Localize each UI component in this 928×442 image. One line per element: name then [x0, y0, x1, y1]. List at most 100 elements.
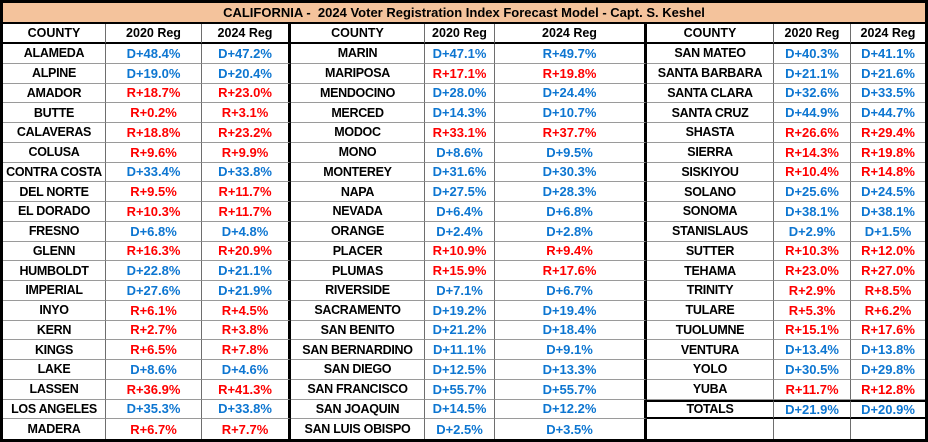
- reg-2024-cell: D+29.8%: [851, 360, 925, 380]
- county-cell: YOLO: [647, 360, 774, 380]
- reg-2020-cell: D+11.1%: [425, 340, 495, 360]
- county-cell: SIERRA: [647, 142, 774, 163]
- reg-2024-cell: R+20.9%: [202, 241, 291, 262]
- reg-2020-cell: R+10.3%: [106, 202, 202, 222]
- reg-2020-cell: D+21.1%: [774, 63, 851, 84]
- county-cell: MADERA: [3, 419, 106, 439]
- reg-2024-cell: D+30.3%: [495, 162, 647, 183]
- county-cell: LOS ANGELES: [3, 399, 106, 420]
- reg-2020-cell: [774, 419, 851, 439]
- county-cell: SANTA BARBARA: [647, 63, 774, 84]
- column-header: COUNTY: [647, 24, 774, 44]
- reg-2024-cell: D+20.9%: [851, 399, 925, 420]
- county-cell: STANISLAUS: [647, 221, 774, 242]
- county-cell: TUOLUMNE: [647, 320, 774, 341]
- reg-2020-cell: D+33.4%: [106, 162, 202, 183]
- county-cell: DEL NORTE: [3, 182, 106, 202]
- reg-2024-cell: R+14.8%: [851, 162, 925, 183]
- reg-2020-cell: R+36.9%: [106, 379, 202, 400]
- county-cell: SAN BENITO: [291, 320, 425, 341]
- reg-2020-cell: D+14.3%: [425, 103, 495, 123]
- reg-2024-cell: D+47.2%: [202, 44, 291, 64]
- county-cell: FRESNO: [3, 221, 106, 242]
- reg-2024-cell: D+2.8%: [495, 221, 647, 242]
- reg-2020-cell: R+6.7%: [106, 419, 202, 439]
- county-cell: KERN: [3, 320, 106, 341]
- reg-2024-cell: R+8.5%: [851, 281, 925, 301]
- column-header: 2024 Reg: [495, 24, 647, 44]
- county-cell: KINGS: [3, 340, 106, 360]
- reg-2020-cell: D+2.4%: [425, 221, 495, 242]
- reg-2020-cell: D+35.3%: [106, 399, 202, 420]
- reg-2024-cell: D+12.2%: [495, 399, 647, 420]
- table-grid: COUNTY 2020 Reg 2024 Reg COUNTY 2020 Reg 2024…: [3, 24, 925, 439]
- reg-2024-cell: D+55.7%: [495, 379, 647, 400]
- reg-2020-cell: D+19.2%: [425, 300, 495, 321]
- column-header: 2024 Reg: [851, 24, 925, 44]
- reg-2024-cell: D+24.5%: [851, 182, 925, 202]
- county-cell: MONTEREY: [291, 162, 425, 183]
- reg-2024-cell: D+13.3%: [495, 360, 647, 380]
- county-cell: SHASTA: [647, 123, 774, 143]
- reg-2020-cell: D+31.6%: [425, 162, 495, 183]
- reg-2020-cell: R+16.3%: [106, 241, 202, 262]
- reg-2020-cell: D+19.0%: [106, 63, 202, 84]
- county-cell: SACRAMENTO: [291, 300, 425, 321]
- reg-2024-cell: D+13.8%: [851, 340, 925, 360]
- column-header: 2020 Reg: [774, 24, 851, 44]
- county-cell: MARIPOSA: [291, 63, 425, 84]
- reg-2024-cell: D+33.8%: [202, 162, 291, 183]
- county-cell: TRINITY: [647, 281, 774, 301]
- county-cell: LASSEN: [3, 379, 106, 400]
- reg-2020-cell: R+9.5%: [106, 182, 202, 202]
- county-cell: SOLANO: [647, 182, 774, 202]
- reg-2020-cell: D+6.4%: [425, 202, 495, 222]
- reg-2020-cell: R+6.1%: [106, 300, 202, 321]
- column-header: COUNTY: [291, 24, 425, 44]
- reg-2020-cell: R+33.1%: [425, 123, 495, 143]
- reg-2020-cell: D+30.5%: [774, 360, 851, 380]
- reg-2020-cell: D+14.5%: [425, 399, 495, 420]
- reg-2024-cell: D+6.7%: [495, 281, 647, 301]
- reg-2024-cell: R+41.3%: [202, 379, 291, 400]
- county-cell: SISKIYOU: [647, 162, 774, 183]
- reg-2020-cell: D+27.6%: [106, 281, 202, 301]
- reg-2024-cell: D+3.5%: [495, 419, 647, 439]
- county-cell: HUMBOLDT: [3, 261, 106, 281]
- reg-2024-cell: D+21.6%: [851, 63, 925, 84]
- reg-2024-cell: D+18.4%: [495, 320, 647, 341]
- county-cell: [647, 419, 774, 439]
- reg-2024-cell: R+7.7%: [202, 419, 291, 439]
- county-cell: ALPINE: [3, 63, 106, 84]
- reg-2024-cell: R+27.0%: [851, 261, 925, 281]
- reg-2020-cell: R+2.7%: [106, 320, 202, 341]
- reg-2020-cell: R+9.6%: [106, 142, 202, 163]
- reg-2024-cell: D+33.5%: [851, 83, 925, 104]
- reg-2020-cell: R+23.0%: [774, 261, 851, 281]
- reg-2020-cell: R+11.7%: [774, 379, 851, 400]
- county-cell: RIVERSIDE: [291, 281, 425, 301]
- reg-2020-cell: D+7.1%: [425, 281, 495, 301]
- column-header: 2020 Reg: [106, 24, 202, 44]
- title-bar: CALIFORNIA - 2024 Voter Registration Ind…: [3, 3, 925, 24]
- county-cell: VENTURA: [647, 340, 774, 360]
- county-cell: SAN BERNARDINO: [291, 340, 425, 360]
- reg-2020-cell: D+2.9%: [774, 221, 851, 242]
- reg-2024-cell: R+37.7%: [495, 123, 647, 143]
- reg-2020-cell: D+55.7%: [425, 379, 495, 400]
- reg-2020-cell: D+12.5%: [425, 360, 495, 380]
- reg-2024-cell: D+6.8%: [495, 202, 647, 222]
- reg-2020-cell: D+38.1%: [774, 202, 851, 222]
- reg-2024-cell: D+44.7%: [851, 103, 925, 123]
- reg-2024-cell: R+11.7%: [202, 202, 291, 222]
- reg-2024-cell: D+28.3%: [495, 182, 647, 202]
- reg-2024-cell: R+6.2%: [851, 300, 925, 321]
- reg-2024-cell: D+10.7%: [495, 103, 647, 123]
- totals-county-cell: TOTALS: [647, 399, 774, 420]
- county-cell: TULARE: [647, 300, 774, 321]
- column-header: 2020 Reg: [425, 24, 495, 44]
- county-cell: NAPA: [291, 182, 425, 202]
- reg-2020-cell: R+18.7%: [106, 83, 202, 104]
- reg-2020-cell: R+6.5%: [106, 340, 202, 360]
- county-cell: SONOMA: [647, 202, 774, 222]
